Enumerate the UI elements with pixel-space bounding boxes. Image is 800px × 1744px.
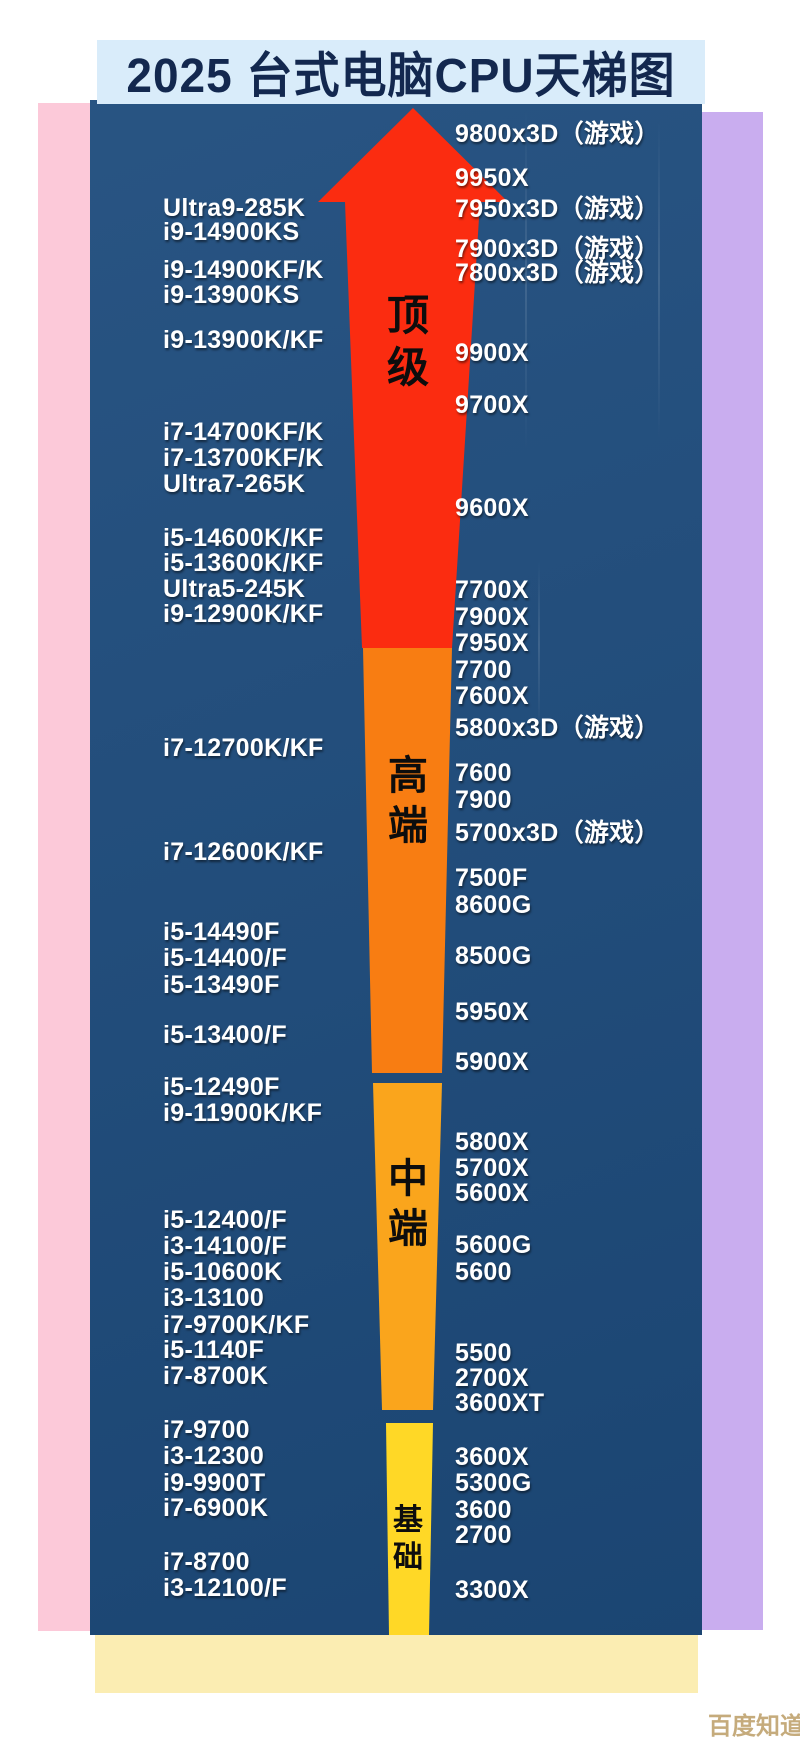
cpu-label: 8500G bbox=[455, 942, 532, 970]
cpu-label: i7-9700 bbox=[163, 1416, 250, 1444]
cpu-label: 5800X bbox=[455, 1128, 529, 1156]
cpu-label: Ultra5-245K bbox=[163, 575, 306, 603]
cpu-label: i7-14700KF/K bbox=[163, 418, 324, 446]
cpu-label: 7950X bbox=[455, 629, 529, 657]
cpu-label: i7-13700KF/K bbox=[163, 444, 324, 472]
cpu-label: i7-12700K/KF bbox=[163, 734, 324, 762]
cpu-label: 3300X bbox=[455, 1576, 529, 1604]
cpu-label: i9-13900K/KF bbox=[163, 326, 324, 354]
cpu-label: i3-12100/F bbox=[163, 1574, 287, 1602]
cpu-label: 3600 bbox=[455, 1496, 512, 1524]
bottom-yellow-band bbox=[95, 1635, 698, 1693]
cpu-label: 5300G bbox=[455, 1469, 532, 1497]
cpu-label: 5950X bbox=[455, 998, 529, 1026]
cpu-label: i3-13100 bbox=[163, 1284, 265, 1312]
cpu-label: 7700 bbox=[455, 656, 512, 684]
cpu-label: i3-12300 bbox=[163, 1442, 265, 1470]
cpu-label: 5700X bbox=[455, 1154, 529, 1182]
arrow-segment-mid-tier bbox=[373, 1083, 442, 1410]
light-streak bbox=[658, 120, 660, 440]
tier-label-中端: 中端 bbox=[388, 1157, 428, 1251]
cpu-label: 2700 bbox=[455, 1521, 512, 1549]
arrow-segment-high-tier bbox=[363, 648, 452, 1073]
cpu-label: i5-12490F bbox=[163, 1073, 280, 1101]
cpu-label: 9700X bbox=[455, 391, 529, 419]
cpu-label: 7600 bbox=[455, 759, 512, 787]
amd-cpu-column: 9800x3D（游戏） 9950X 7950x3D（游戏） 7900x3D（游戏） 78… bbox=[455, 0, 775, 1744]
cpu-label: i5-13600K/KF bbox=[163, 549, 324, 577]
cpu-label: i7-8700K bbox=[163, 1362, 269, 1390]
tier-label-基础: 基础 bbox=[393, 1504, 423, 1575]
cpu-label: i5-12400/F bbox=[163, 1206, 287, 1234]
arrow-segment-base-tier bbox=[386, 1423, 433, 1635]
cpu-label: 5600 bbox=[455, 1258, 512, 1286]
cpu-label: 7500F bbox=[455, 864, 528, 892]
cpu-label: 7900 bbox=[455, 786, 512, 814]
cpu-label: i5-13400/F bbox=[163, 1021, 287, 1049]
cpu-label: 5600G bbox=[455, 1231, 532, 1259]
cpu-label: Ultra9-285K bbox=[163, 194, 306, 222]
cpu-label: i5-1140F bbox=[163, 1336, 265, 1364]
page-title: 2025 台式电脑CPU天梯图 bbox=[126, 47, 676, 103]
light-streak bbox=[538, 560, 540, 730]
cpu-label: i5-14490F bbox=[163, 918, 280, 946]
tier-label-高端: 高端 bbox=[388, 754, 428, 848]
watermark: 百度知道 bbox=[708, 1713, 800, 1740]
cpu-label: i5-14600K/KF bbox=[163, 524, 324, 552]
cpu-label: i7-8700 bbox=[163, 1548, 250, 1576]
cpu-label: i7-12600K/KF bbox=[163, 838, 324, 866]
cpu-label: 5700x3D（游戏） bbox=[455, 819, 660, 847]
cpu-label: 8600G bbox=[455, 891, 532, 919]
cpu-label: 5900X bbox=[455, 1048, 529, 1076]
cpu-label: i3-14100/F bbox=[163, 1232, 287, 1260]
cpu-label: 7600X bbox=[455, 682, 529, 710]
cpu-label: i7-9700K/KF bbox=[163, 1311, 310, 1339]
cpu-label: 7900x3D（游戏） bbox=[455, 235, 660, 263]
cpu-label: 9950X bbox=[455, 164, 529, 192]
cpu-label: 7950x3D（游戏） bbox=[455, 195, 660, 223]
cpu-label: 3600X bbox=[455, 1443, 529, 1471]
intel-cpu-column: Ultra9-285K i9-14900KS i9-14900KF/K i9-1390… bbox=[163, 0, 443, 1744]
cpu-label: 9800x3D（游戏） bbox=[455, 120, 660, 148]
cpu-label: 5800x3D（游戏） bbox=[455, 714, 660, 742]
cpu-label: 5500 bbox=[455, 1339, 512, 1367]
cpu-label: 9600X bbox=[455, 494, 529, 522]
cpu-label: i5-13490F bbox=[163, 971, 280, 999]
cpu-label: 3600XT bbox=[455, 1389, 545, 1417]
cpu-label: 9900X bbox=[455, 339, 529, 367]
right-purple-band bbox=[701, 112, 763, 1630]
cpu-label: 2700X bbox=[455, 1364, 529, 1392]
title-banner: 2025 台式电脑CPU天梯图 bbox=[97, 40, 705, 104]
cpu-label: i7-6900K bbox=[163, 1494, 269, 1522]
cpu-label: 7800x3D（游戏） bbox=[455, 259, 660, 287]
cpu-label: 7700X bbox=[455, 576, 529, 604]
cpu-label: i5-10600K bbox=[163, 1258, 283, 1286]
cpu-label: Ultra7-265K bbox=[163, 470, 306, 498]
cpu-label: i9-11900K/KF bbox=[163, 1099, 323, 1127]
cpu-label: i9-14900KF/K bbox=[163, 256, 324, 284]
cpu-label: i5-14400/F bbox=[163, 944, 287, 972]
cpu-label: i9-9900T bbox=[163, 1469, 266, 1497]
cpu-label: i9-14900KS bbox=[163, 218, 300, 246]
tier-label-顶级: 顶级 bbox=[386, 292, 429, 392]
cpu-label: 7900X bbox=[455, 603, 529, 631]
cpu-label: i9-12900K/KF bbox=[163, 600, 324, 628]
light-streak bbox=[525, 110, 527, 450]
cpu-label: 5600X bbox=[455, 1179, 529, 1207]
cpu-label: i9-13900KS bbox=[163, 281, 300, 309]
